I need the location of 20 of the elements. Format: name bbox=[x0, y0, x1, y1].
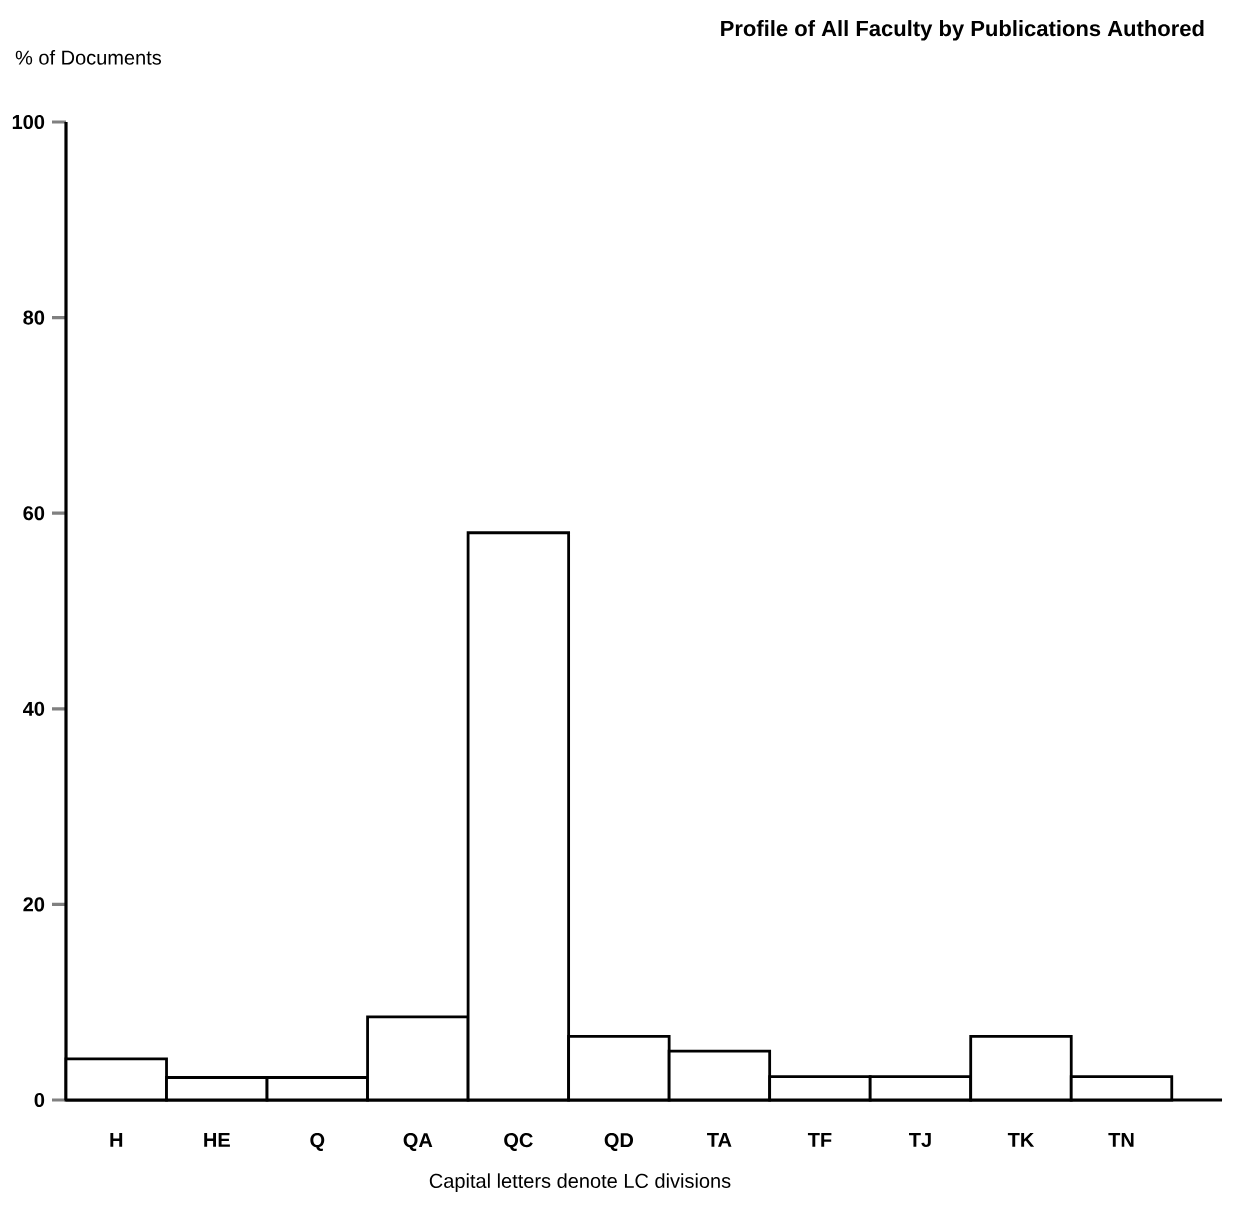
x-tick-label: TK bbox=[1007, 1133, 1035, 1147]
x-tick-label: QC bbox=[504, 1133, 533, 1151]
x-tick-label: Q bbox=[310, 1133, 325, 1151]
chart-title: Profile of All Faculty by Publications Authored bbox=[721, 20, 1204, 41]
x-tick-label: H bbox=[110, 1133, 123, 1147]
y-tick-label: 100 bbox=[12, 114, 45, 130]
y-axis-title: % of Documents bbox=[15, 50, 162, 65]
y-tick-label: 40 bbox=[23, 701, 45, 716]
y-tick-label: 0 bbox=[34, 1092, 45, 1108]
x-tick-label: TN bbox=[1108, 1133, 1134, 1147]
x-tick-label: QA bbox=[403, 1133, 433, 1151]
y-tick-label: 20 bbox=[23, 897, 45, 912]
y-tick-label: 60 bbox=[23, 506, 45, 521]
x-tick-label: TF bbox=[807, 1133, 832, 1147]
x-tick-label: QD bbox=[604, 1133, 634, 1151]
x-tick-label: TA bbox=[707, 1133, 732, 1147]
x-axis-title: Capital letters denote LC divisions bbox=[429, 1173, 731, 1192]
x-tick-label: TJ bbox=[909, 1133, 931, 1148]
x-tick-label: HE bbox=[204, 1133, 230, 1147]
y-tick-label: 80 bbox=[23, 310, 45, 325]
